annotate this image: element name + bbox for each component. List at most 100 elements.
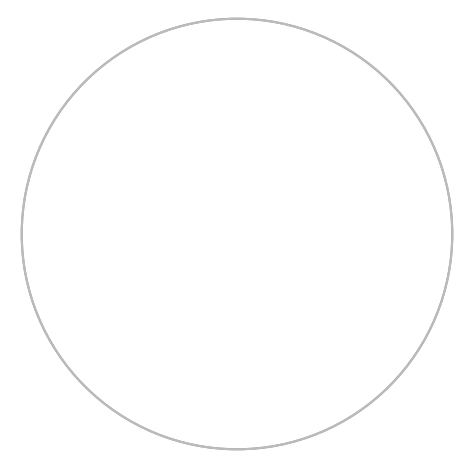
Text: I: I bbox=[232, 24, 235, 30]
Text: I: I bbox=[124, 405, 131, 414]
Text: l: l bbox=[273, 27, 276, 34]
Text: o: o bbox=[176, 428, 184, 438]
Circle shape bbox=[35, 322, 65, 352]
Text: r: r bbox=[188, 431, 194, 440]
Text: c: c bbox=[257, 435, 263, 444]
Circle shape bbox=[35, 191, 65, 221]
Text: i: i bbox=[302, 424, 308, 434]
Text: n: n bbox=[342, 404, 351, 415]
Text: e: e bbox=[58, 121, 65, 128]
Text: F: F bbox=[341, 54, 348, 61]
Text: 1000: 1000 bbox=[153, 320, 166, 325]
Text: s: s bbox=[352, 398, 361, 408]
Text: r: r bbox=[388, 93, 395, 100]
Text: $\lambda$ (nm): $\lambda$ (nm) bbox=[343, 426, 357, 433]
Text: o: o bbox=[323, 44, 330, 51]
Text: F: F bbox=[143, 416, 152, 426]
Text: e: e bbox=[378, 83, 386, 91]
Text: c: c bbox=[30, 267, 36, 272]
Text: B: B bbox=[440, 217, 447, 222]
Text: s: s bbox=[211, 435, 217, 444]
Text: n: n bbox=[369, 383, 379, 394]
Bar bbox=[155, 108, 208, 127]
Bar bbox=[275, 346, 396, 452]
Text: n: n bbox=[51, 132, 59, 140]
Text: 1600: 1600 bbox=[308, 320, 321, 325]
Text: i: i bbox=[438, 263, 445, 267]
Text: A: A bbox=[47, 267, 53, 276]
Text: I: I bbox=[114, 399, 121, 408]
Text: u: u bbox=[365, 71, 374, 79]
Circle shape bbox=[3, 0, 471, 468]
Circle shape bbox=[141, 138, 333, 330]
Text: Mice imaging: Mice imaging bbox=[296, 172, 337, 177]
Text: I: I bbox=[315, 40, 320, 47]
Text: E: E bbox=[32, 184, 39, 190]
Text: e: e bbox=[436, 187, 443, 193]
Text: I: I bbox=[177, 32, 182, 38]
Text: e: e bbox=[397, 104, 405, 111]
PathPatch shape bbox=[3, 0, 471, 468]
Bar bbox=[158, 115, 210, 134]
Bar bbox=[161, 123, 213, 141]
Text: e: e bbox=[32, 279, 39, 286]
Text: o: o bbox=[298, 34, 304, 41]
Text: u: u bbox=[28, 253, 35, 258]
Text: B: B bbox=[290, 428, 298, 438]
Text: g: g bbox=[40, 158, 47, 165]
Text: i: i bbox=[84, 89, 90, 95]
FancyBboxPatch shape bbox=[34, 255, 66, 288]
Text: D: D bbox=[46, 332, 53, 342]
Text: 1400: 1400 bbox=[256, 320, 270, 325]
Text: $\lambda$ (nm): $\lambda$ (nm) bbox=[122, 429, 137, 436]
Text: Fluorescence Intensity: Fluorescence Intensity bbox=[86, 365, 90, 409]
Text: I: I bbox=[258, 25, 261, 31]
Wedge shape bbox=[22, 19, 237, 373]
Text: r: r bbox=[74, 99, 81, 105]
Text: r: r bbox=[369, 74, 375, 81]
Wedge shape bbox=[72, 234, 375, 449]
Text: h: h bbox=[346, 57, 354, 65]
Text: i: i bbox=[441, 234, 447, 236]
Text: o: o bbox=[311, 420, 320, 431]
Text: p: p bbox=[335, 50, 342, 58]
Ellipse shape bbox=[207, 165, 225, 176]
Text: f: f bbox=[138, 47, 144, 54]
Text: o: o bbox=[126, 54, 133, 61]
Text: u: u bbox=[284, 30, 291, 37]
Text: m: m bbox=[435, 276, 443, 284]
Text: Image-guided
surgery: Image-guided surgery bbox=[370, 275, 413, 286]
Text: R: R bbox=[94, 383, 105, 394]
Text: g: g bbox=[378, 376, 388, 386]
Text: c: c bbox=[414, 130, 421, 136]
Text: l: l bbox=[355, 63, 360, 69]
Text: e: e bbox=[421, 143, 428, 150]
Text: s: s bbox=[322, 416, 330, 425]
Text: F: F bbox=[258, 25, 264, 32]
Text: NIR-II
Fluorophores: NIR-II Fluorophores bbox=[196, 209, 278, 231]
Text: e: e bbox=[199, 433, 206, 443]
Text: Ratiometric: Ratiometric bbox=[329, 398, 379, 407]
Text: -: - bbox=[104, 392, 112, 401]
Text: n: n bbox=[246, 436, 252, 445]
FancyBboxPatch shape bbox=[284, 89, 349, 164]
Text: i: i bbox=[46, 146, 52, 151]
Bar bbox=[153, 101, 205, 120]
Text: nGaAs: nGaAs bbox=[328, 204, 347, 208]
Text: s: s bbox=[388, 93, 395, 100]
Text: c: c bbox=[432, 172, 439, 178]
Text: 1200: 1200 bbox=[204, 320, 218, 325]
Text: -: - bbox=[287, 30, 292, 37]
Circle shape bbox=[320, 272, 337, 289]
Bar bbox=[74, 346, 194, 452]
Text: i: i bbox=[362, 392, 369, 401]
Text: e: e bbox=[234, 436, 240, 446]
Text: u: u bbox=[165, 424, 173, 434]
Text: n: n bbox=[427, 157, 434, 164]
Text: a: a bbox=[431, 291, 438, 298]
Wedge shape bbox=[237, 19, 452, 399]
FancyBboxPatch shape bbox=[314, 187, 361, 225]
Text: o: o bbox=[377, 81, 384, 89]
Text: c: c bbox=[223, 436, 228, 445]
Text: i: i bbox=[420, 320, 427, 325]
